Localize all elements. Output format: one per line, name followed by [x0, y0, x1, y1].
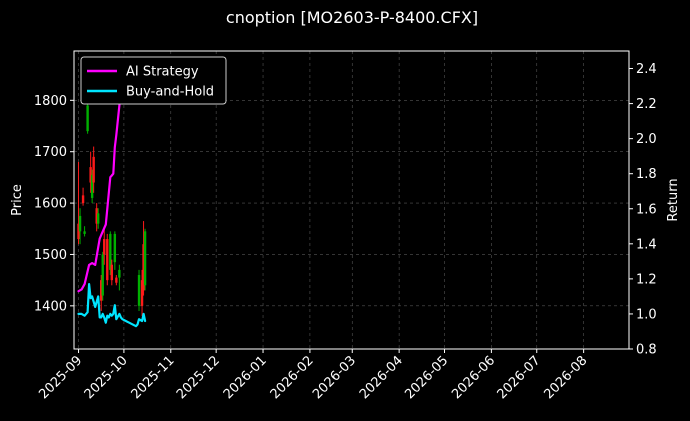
- candle-body: [109, 233, 112, 270]
- y-left-tick-label: 1800: [34, 94, 67, 109]
- candle-body: [78, 215, 82, 232]
- candle-body: [110, 264, 114, 281]
- y-right-tick-label: 1.2: [636, 272, 657, 287]
- y-right-tick-label: 2.2: [636, 97, 657, 112]
- y-left-tick-label: 1600: [34, 197, 67, 212]
- candle-body: [106, 239, 109, 281]
- candle-body: [96, 213, 100, 224]
- candle-body: [101, 254, 104, 296]
- y-right-tick-label: 2.0: [636, 132, 657, 147]
- legend-label-buy-and-hold: Buy-and-Hold: [126, 85, 214, 100]
- series-line-ai-strategy: [77, 76, 138, 293]
- candle-body: [140, 280, 144, 306]
- candle-body: [137, 275, 141, 306]
- candle-body: [77, 223, 80, 240]
- y-left-tick-label: 1400: [34, 299, 67, 314]
- candle-body: [86, 105, 89, 132]
- y-right-tick-label: 1.8: [636, 167, 657, 182]
- y-right-tick-label: 1.4: [636, 237, 657, 252]
- legend-box: [80, 56, 227, 105]
- candle-body: [118, 269, 121, 278]
- candle-body: [83, 231, 86, 234]
- candle-body: [90, 174, 94, 198]
- candle-body: [142, 244, 145, 291]
- candle-body: [113, 233, 117, 263]
- y-axis-right-label: Return: [666, 178, 681, 221]
- candlestick-layer: [77, 100, 147, 317]
- candle-body: [89, 167, 92, 183]
- chart-title: cnoption [MO2603-P-8400.CFX]: [226, 8, 478, 27]
- candle-body: [92, 156, 95, 183]
- series-layer: [77, 76, 147, 328]
- y-right-tick-label: 1.0: [636, 307, 657, 322]
- y-axis-left-label: Price: [10, 184, 25, 216]
- plot-frame: [73, 50, 630, 350]
- candle-body: [81, 195, 85, 204]
- y-right-tick-label: 0.8: [636, 343, 657, 358]
- candle-body: [100, 280, 103, 301]
- series-line-buy-and-hold: [77, 283, 147, 328]
- legend-label-ai-strategy: AI Strategy: [126, 65, 199, 80]
- candle-body: [115, 277, 118, 283]
- candle-body: [95, 208, 98, 224]
- y-left-tick-label: 1500: [34, 248, 67, 263]
- y-right-tick-label: 2.4: [636, 62, 657, 77]
- candle-body: [143, 231, 147, 286]
- y-right-tick-label: 1.6: [636, 202, 657, 217]
- y-left-tick-label: 1700: [34, 145, 67, 160]
- candle-body: [103, 239, 106, 255]
- legend: AI Strategy Buy-and-Hold: [80, 56, 227, 105]
